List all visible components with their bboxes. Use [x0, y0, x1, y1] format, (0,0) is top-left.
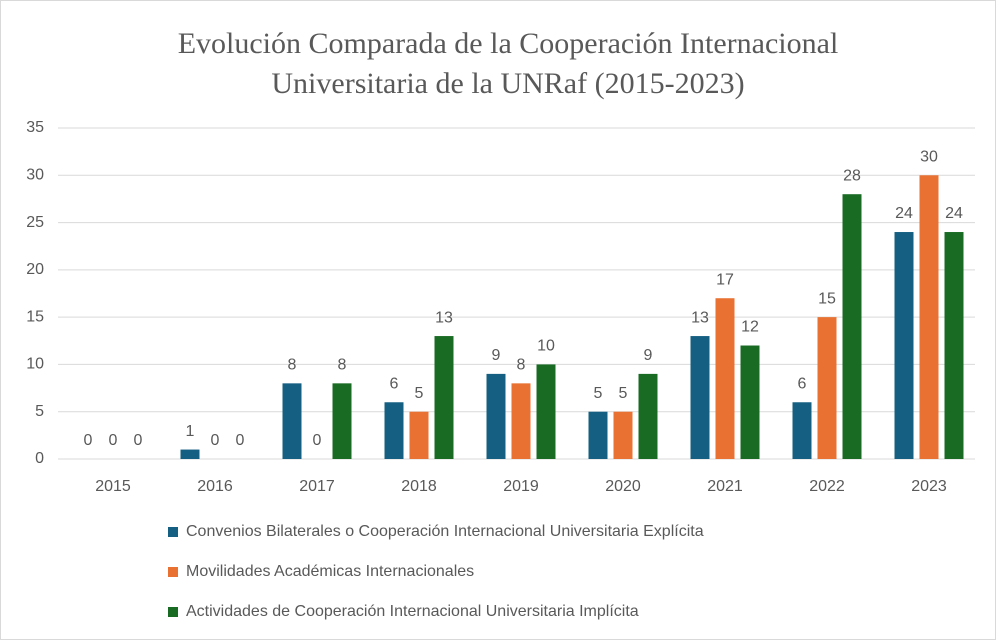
data-label: 8 [288, 357, 297, 374]
y-tick-label: 0 [35, 450, 44, 467]
bar [894, 232, 914, 459]
data-label: 0 [313, 432, 322, 449]
data-label: 5 [415, 385, 424, 402]
legend-marker [168, 527, 178, 537]
data-label: 28 [843, 167, 861, 184]
data-label: 24 [945, 205, 963, 222]
data-label: 13 [435, 309, 453, 326]
bar [409, 411, 429, 459]
x-tick-label: 2015 [95, 478, 131, 495]
bar [282, 383, 302, 459]
x-tick-label: 2021 [707, 478, 743, 495]
legend-marker [168, 607, 178, 617]
bar [588, 411, 608, 459]
bar [180, 449, 200, 459]
bar [638, 373, 658, 459]
data-label: 13 [691, 309, 709, 326]
data-label: 8 [338, 357, 347, 374]
data-label: 0 [84, 432, 93, 449]
data-label: 24 [895, 205, 913, 222]
data-label: 9 [644, 347, 653, 364]
legend-marker [168, 567, 178, 577]
x-tick-label: 2018 [401, 478, 437, 495]
y-tick-label: 25 [26, 214, 44, 231]
data-label: 0 [109, 432, 118, 449]
x-tick-label: 2023 [911, 478, 947, 495]
chart-title: Universitaria de la UNRaf (2015-2023) [271, 67, 744, 100]
y-tick-label: 30 [26, 167, 44, 184]
y-tick-label: 10 [26, 356, 44, 373]
x-tick-label: 2020 [605, 478, 641, 495]
bar [944, 232, 964, 459]
bar [613, 411, 633, 459]
bar [332, 383, 352, 459]
data-label: 12 [741, 319, 759, 336]
data-label: 9 [492, 347, 501, 364]
bar [919, 175, 939, 460]
bar [842, 194, 862, 459]
x-tick-label: 2017 [299, 478, 335, 495]
data-label: 15 [818, 290, 836, 307]
legend-label: Actividades de Cooperación Internacional… [186, 603, 639, 620]
data-label: 0 [236, 432, 245, 449]
data-label: 6 [390, 375, 399, 392]
data-label: 17 [716, 271, 734, 288]
data-label: 5 [619, 385, 628, 402]
data-label: 30 [920, 149, 938, 166]
bar [715, 298, 735, 459]
data-label: 6 [798, 375, 807, 392]
y-tick-label: 5 [35, 403, 44, 420]
bar [434, 336, 454, 459]
legend-label: Movilidades Académicas Internacionales [186, 563, 474, 580]
y-tick-label: 20 [26, 261, 44, 278]
bar [536, 364, 556, 459]
data-label: 5 [594, 385, 603, 402]
data-label: 8 [517, 357, 526, 374]
data-label: 0 [134, 432, 143, 449]
bar [511, 383, 531, 459]
x-tick-label: 2022 [809, 478, 845, 495]
legend-label: Convenios Bilaterales o Cooperación Inte… [186, 523, 704, 540]
bar [384, 402, 404, 459]
bar [740, 345, 760, 459]
chart-title: Evolución Comparada de la Cooperación In… [178, 27, 839, 60]
x-tick-label: 2019 [503, 478, 539, 495]
bar [792, 402, 812, 459]
data-label: 1 [186, 423, 195, 440]
bar [817, 317, 837, 459]
y-tick-label: 15 [26, 308, 44, 325]
bar [690, 336, 710, 459]
data-label: 0 [211, 432, 220, 449]
data-label: 10 [537, 338, 555, 355]
x-tick-label: 2016 [197, 478, 233, 495]
bar [486, 373, 506, 459]
y-tick-label: 35 [26, 119, 44, 136]
